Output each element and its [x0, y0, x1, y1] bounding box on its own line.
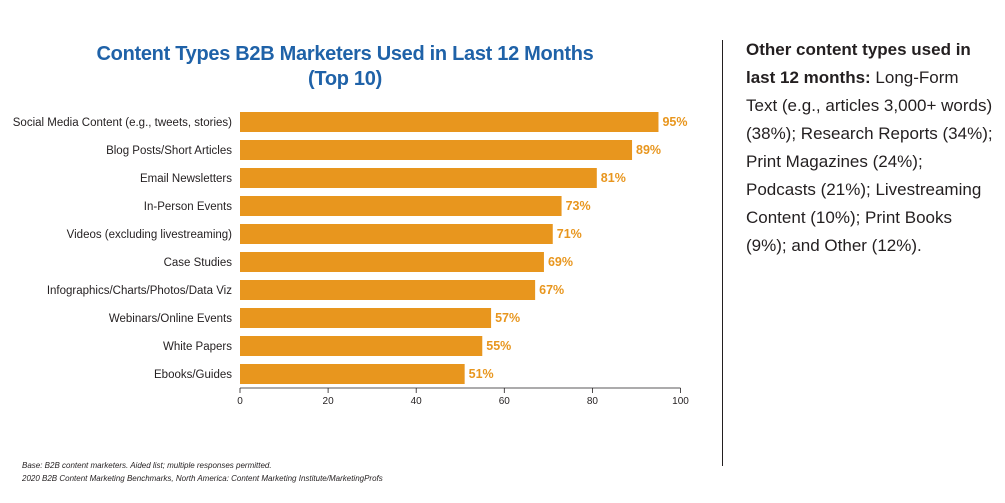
category-label: Blog Posts/Short Articles [106, 145, 232, 157]
data-label: 67% [539, 283, 564, 297]
category-label: White Papers [163, 341, 232, 353]
x-tick-label: 60 [499, 396, 511, 407]
category-label: Webinars/Online Events [109, 313, 232, 325]
category-label: Infographics/Charts/Photos/Data Viz [47, 285, 232, 297]
x-tick-label: 0 [237, 396, 243, 407]
x-tick-label: 40 [411, 396, 423, 407]
footnote-base: Base: B2B content marketers. Aided list;… [22, 461, 272, 470]
data-label: 55% [486, 339, 511, 353]
data-label: 95% [662, 115, 687, 129]
bar-chart: Social Media Content (e.g., tweets, stor… [13, 112, 689, 407]
data-label: 89% [636, 143, 661, 157]
chart-title-main: Content Types B2B Marketers Used in Last… [96, 43, 594, 65]
data-label: 73% [566, 199, 591, 213]
category-label: Ebooks/Guides [154, 369, 232, 381]
category-label: Email Newsletters [140, 173, 232, 185]
bar [240, 196, 562, 216]
chart-subtitle: (Top 10) [308, 68, 382, 90]
bar [240, 364, 465, 384]
bar [240, 252, 544, 272]
bar [240, 280, 536, 300]
bar [240, 140, 633, 160]
x-tick-label: 80 [587, 396, 599, 407]
category-label: Videos (excluding livestreaming) [67, 229, 233, 241]
vertical-divider [722, 40, 723, 466]
category-label: Social Media Content (e.g., tweets, stor… [13, 117, 232, 129]
x-tick-label: 20 [323, 396, 335, 407]
data-label: 57% [495, 311, 520, 325]
category-label: In-Person Events [144, 201, 232, 213]
bar [240, 308, 492, 328]
sidebar-heading: Other content types used in last 12 mont… [746, 40, 971, 87]
category-label: Case Studies [164, 257, 233, 269]
bar [240, 112, 659, 132]
footnotes: Base: B2B content marketers. Aided list;… [22, 459, 383, 485]
bar [240, 168, 597, 188]
data-label: 51% [469, 367, 494, 381]
footnote-source: 2020 B2B Content Marketing Benchmarks, N… [22, 474, 383, 483]
bar [240, 224, 553, 244]
data-label: 81% [601, 171, 626, 185]
data-label: 69% [548, 255, 573, 269]
chart-title: Content Types B2B Marketers Used in Last… [40, 42, 650, 92]
sidebar-note: Other content types used in last 12 mont… [746, 36, 994, 260]
sidebar-body: Long-Form Text (e.g., articles 3,000+ wo… [746, 68, 993, 255]
x-tick-label: 100 [672, 396, 689, 407]
data-label: 71% [557, 227, 582, 241]
bar [240, 336, 483, 356]
